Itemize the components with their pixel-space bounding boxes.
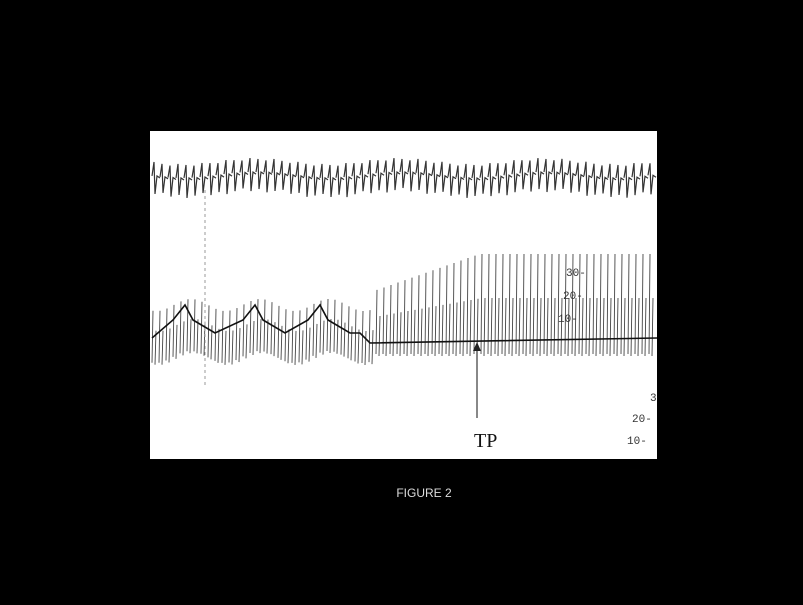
envelope (151, 303, 658, 344)
scale-label: 30- (566, 268, 586, 280)
scale-label: 10- (627, 436, 647, 448)
scale-label: 20- (632, 414, 652, 426)
caption: FIGURE 2 (396, 486, 452, 500)
traces (151, 157, 658, 365)
scale-label: 3 (650, 393, 657, 405)
scale-label: 20- (563, 291, 583, 303)
upper-trace (151, 157, 657, 199)
scale-label: 10- (558, 314, 578, 326)
arrow-head (473, 342, 481, 351)
annotation: TP (474, 430, 497, 452)
